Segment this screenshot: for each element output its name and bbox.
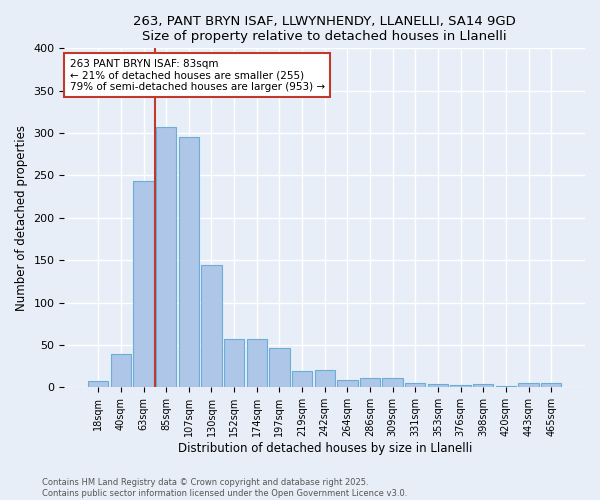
- Bar: [360, 378, 380, 388]
- Bar: [269, 348, 290, 388]
- Title: 263, PANT BRYN ISAF, LLWYNHENDY, LLANELLI, SA14 9GD
Size of property relative to: 263, PANT BRYN ISAF, LLWYNHENDY, LLANELL…: [133, 15, 516, 43]
- Text: 263 PANT BRYN ISAF: 83sqm
← 21% of detached houses are smaller (255)
79% of semi: 263 PANT BRYN ISAF: 83sqm ← 21% of detac…: [70, 58, 325, 92]
- Bar: [111, 354, 131, 388]
- Bar: [292, 371, 312, 388]
- Bar: [247, 339, 267, 388]
- Bar: [201, 266, 221, 388]
- Bar: [473, 384, 493, 388]
- Bar: [405, 383, 425, 388]
- Bar: [428, 384, 448, 388]
- Bar: [133, 182, 154, 388]
- Bar: [224, 339, 244, 388]
- Y-axis label: Number of detached properties: Number of detached properties: [15, 125, 28, 311]
- X-axis label: Distribution of detached houses by size in Llanelli: Distribution of detached houses by size …: [178, 442, 472, 455]
- Bar: [382, 378, 403, 388]
- Bar: [337, 380, 358, 388]
- Bar: [88, 380, 109, 388]
- Bar: [451, 385, 471, 388]
- Text: Contains HM Land Registry data © Crown copyright and database right 2025.
Contai: Contains HM Land Registry data © Crown c…: [42, 478, 407, 498]
- Bar: [541, 383, 562, 388]
- Bar: [496, 386, 516, 388]
- Bar: [314, 370, 335, 388]
- Bar: [179, 138, 199, 388]
- Bar: [156, 127, 176, 388]
- Bar: [518, 383, 539, 388]
